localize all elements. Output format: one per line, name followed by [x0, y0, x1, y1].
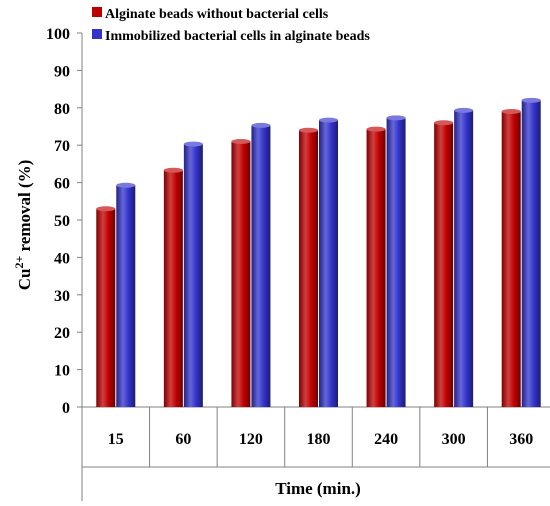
y-tick-label: 40	[54, 250, 70, 267]
y-tick-label: 50	[54, 213, 70, 230]
bar-without-cells-240	[366, 129, 386, 408]
bar-top-cap	[251, 122, 271, 128]
bar-without-cells-180	[299, 130, 318, 408]
bar-top-cap	[96, 206, 116, 212]
bar-top-cap	[116, 182, 136, 188]
axes-layer	[77, 32, 550, 501]
y-tick-label: 100	[46, 26, 70, 43]
bar-top-cap	[183, 141, 203, 147]
bar-without-cells-120	[231, 141, 251, 407]
bar-immobilized-cells-240	[386, 117, 406, 407]
bar-top-cap	[319, 117, 338, 123]
bar-immobilized-cells-180	[319, 120, 338, 407]
bar-top-cap	[386, 115, 406, 121]
labels-layer: 0 10 20 30 40 50 60 70 80 90 100 15 60 120 180 240 300 36…	[12, 26, 533, 498]
bar-immobilized-cells-15	[116, 185, 136, 407]
x-category-label: 240	[374, 431, 398, 448]
y-axis-title-superscript: 2+	[12, 256, 26, 269]
bar-top-cap	[231, 138, 251, 144]
y-axis-title-prefix: Cu	[15, 269, 34, 291]
y-tick-label: 0	[62, 400, 70, 417]
y-axis-title-suffix: removal (%)	[15, 160, 34, 256]
bar-immobilized-cells-60	[183, 144, 203, 407]
bar-without-cells-300	[434, 122, 454, 407]
y-tick-label: 10	[54, 363, 70, 380]
bar-top-cap	[501, 109, 521, 115]
x-axis-title: Time (min.)	[275, 479, 361, 498]
x-category-label: 180	[307, 431, 331, 448]
x-category-label: 300	[442, 431, 466, 448]
x-category-label: 360	[509, 431, 533, 448]
y-tick-label: 80	[54, 101, 70, 118]
y-tick-label: 20	[54, 325, 70, 342]
y-tick-label: 30	[54, 288, 70, 305]
bar-top-cap	[299, 127, 318, 133]
bars-layer	[96, 97, 541, 408]
bar-without-cells-360	[501, 111, 521, 407]
x-category-label: 120	[239, 431, 263, 448]
x-category-label: 15	[108, 431, 124, 448]
bar-immobilized-cells-300	[454, 110, 474, 407]
legend: Alginate beads without bacterial cells Im…	[92, 7, 370, 44]
bar-top-cap	[454, 107, 474, 113]
y-tick-label: 90	[54, 63, 70, 80]
legend-label-immobilized-cells: Immobilized bacterial cells in alginate …	[105, 29, 370, 44]
bar-without-cells-15	[96, 208, 116, 407]
legend-label-without-cells: Alginate beads without bacterial cells	[105, 7, 329, 22]
y-tick-label: 70	[54, 138, 70, 155]
bar-immobilized-cells-360	[521, 100, 541, 407]
y-axis-title: Cu2+ removal (%)	[12, 160, 34, 291]
bar-top-cap	[521, 97, 541, 103]
bar-immobilized-cells-120	[251, 125, 271, 408]
legend-swatch-without-cells	[92, 7, 102, 17]
x-category-label: 60	[175, 431, 191, 448]
bar-without-cells-60	[163, 170, 183, 407]
bar-top-cap	[163, 167, 183, 173]
bar-top-cap	[434, 120, 454, 126]
bar-top-cap	[366, 126, 386, 132]
y-tick-label: 60	[54, 176, 70, 193]
legend-swatch-immobilized-cells	[92, 29, 102, 39]
